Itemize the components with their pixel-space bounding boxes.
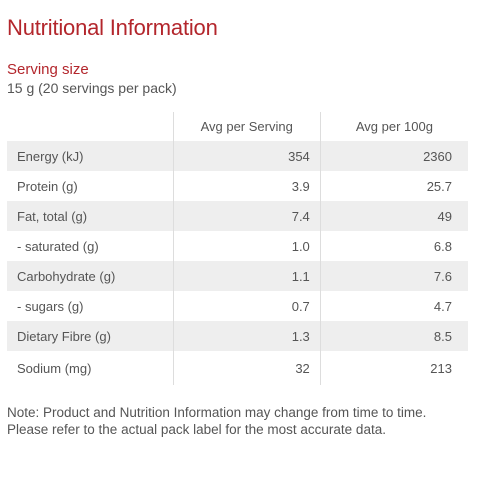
- table-row: Sodium (mg) 32 213: [7, 351, 468, 385]
- table-row: - saturated (g) 1.0 6.8: [7, 231, 468, 261]
- value-per-serving: 32: [172, 351, 321, 385]
- table-row: Fat, total (g) 7.4 49: [7, 201, 468, 231]
- table-row: Carbohydrate (g) 1.1 7.6: [7, 261, 468, 291]
- value-per-100g: 213: [319, 351, 468, 385]
- table-row: Dietary Fibre (g) 1.3 8.5: [7, 321, 468, 351]
- serving-size-heading: Serving size: [7, 61, 89, 78]
- value-per-100g: 6.8: [319, 231, 468, 261]
- value-per-100g: 4.7: [319, 291, 468, 321]
- value-per-100g: 25.7: [319, 171, 468, 201]
- value-per-serving: 7.4: [172, 201, 321, 231]
- nutrient-label: Carbohydrate (g): [7, 261, 174, 291]
- value-per-serving: 3.9: [172, 171, 321, 201]
- disclaimer-note: Note: Product and Nutrition Information …: [7, 405, 427, 437]
- nutrient-label: - saturated (g): [7, 231, 174, 261]
- value-per-100g: 49: [319, 201, 468, 231]
- value-per-serving: 0.7: [172, 291, 321, 321]
- table-row: - sugars (g) 0.7 4.7: [7, 291, 468, 321]
- table-row: Protein (g) 3.9 25.7: [7, 171, 468, 201]
- value-per-serving: 1.1: [172, 261, 321, 291]
- serving-size-value: 15 g (20 servings per pack): [7, 80, 177, 96]
- value-per-serving: 1.0: [172, 231, 321, 261]
- header-avg-per-serving: Avg per Serving: [172, 112, 321, 141]
- nutrition-table: Avg per Serving Avg per 100g Energy (kJ)…: [7, 112, 468, 385]
- nutrient-label: Fat, total (g): [7, 201, 174, 231]
- value-per-100g: 8.5: [319, 321, 468, 351]
- page-title: Nutritional Information: [7, 15, 218, 40]
- value-per-100g: 2360: [319, 141, 468, 171]
- nutrient-label: Protein (g): [7, 171, 174, 201]
- header-avg-per-100g: Avg per 100g: [319, 112, 468, 141]
- nutrient-label: Energy (kJ): [7, 141, 174, 171]
- nutrient-label: - sugars (g): [7, 291, 174, 321]
- value-per-serving: 1.3: [172, 321, 321, 351]
- value-per-100g: 7.6: [319, 261, 468, 291]
- nutrient-label: Sodium (mg): [7, 351, 174, 385]
- table-row: Energy (kJ) 354 2360: [7, 141, 468, 171]
- header-nutrient: [7, 112, 173, 141]
- table-header-row: Avg per Serving Avg per 100g: [7, 112, 468, 141]
- value-per-serving: 354: [172, 141, 321, 171]
- nutrient-label: Dietary Fibre (g): [7, 321, 174, 351]
